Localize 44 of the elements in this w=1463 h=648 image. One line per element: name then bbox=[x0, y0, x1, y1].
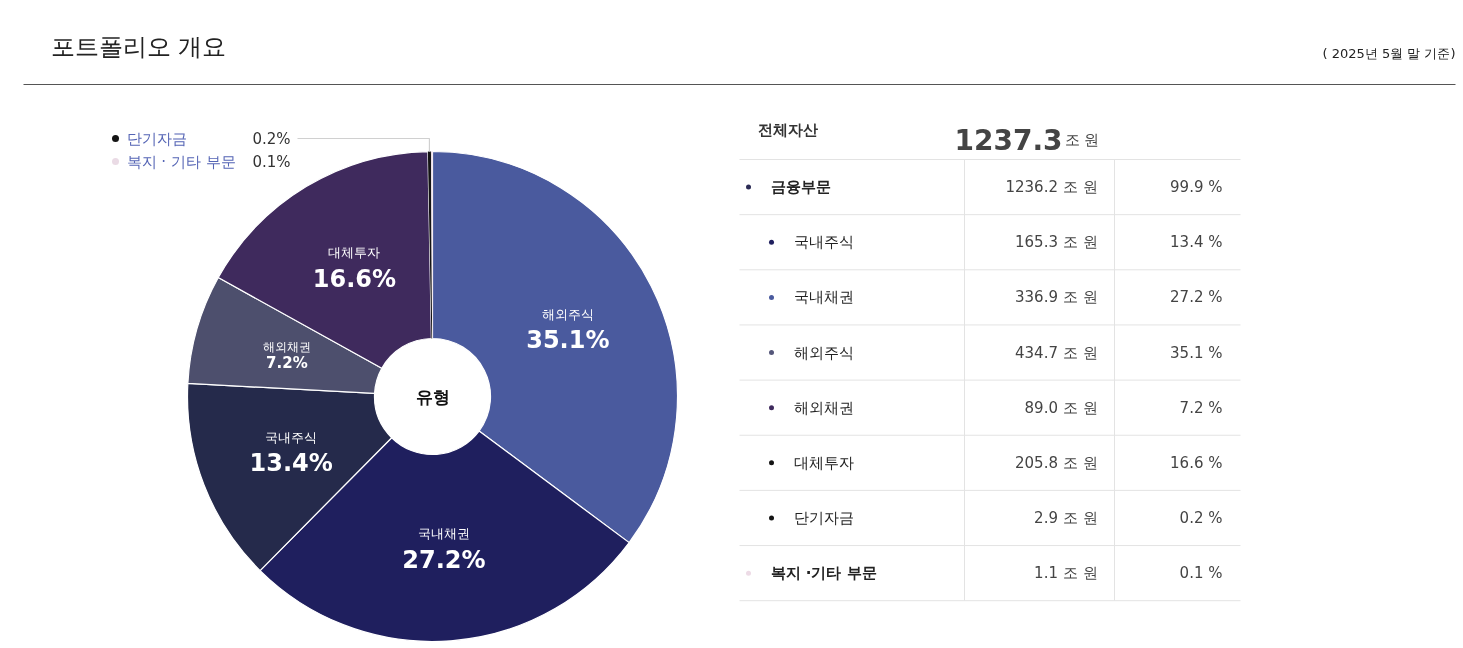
text: 0.2 % bbox=[1179, 508, 1223, 527]
text: 단기자금 bbox=[793, 508, 854, 527]
text: 1236.2 조 원 bbox=[1005, 178, 1098, 197]
data-label: 13.4% bbox=[249, 449, 333, 478]
text: 27.2 % bbox=[1170, 288, 1223, 307]
text: 1237.3 bbox=[954, 124, 1063, 157]
slice-label: 해외채권 bbox=[262, 339, 311, 354]
text: 165.3 조 원 bbox=[1015, 233, 1098, 252]
text: 유형 bbox=[415, 386, 450, 407]
text: ( 2025년 5월 말 기준) bbox=[1322, 46, 1456, 61]
legend-label: 복지 · 기타 부문 bbox=[126, 152, 236, 171]
text: 국내주식 bbox=[793, 233, 854, 252]
text: 금융부문 bbox=[770, 178, 831, 197]
data-label: 16.6% bbox=[312, 264, 397, 293]
text: 16.6 % bbox=[1170, 453, 1223, 472]
chart-title: 포트폴리오 개요 bbox=[50, 32, 227, 61]
data-label: 35.1% bbox=[526, 326, 610, 355]
text: 7.2 % bbox=[1179, 398, 1223, 417]
text: 336.9 조 원 bbox=[1015, 288, 1098, 307]
slice-label: 국내채권 bbox=[417, 526, 470, 542]
text: 2.9 조 원 bbox=[1034, 508, 1098, 527]
text: 국내채권 bbox=[793, 288, 854, 307]
text: 13.4 % bbox=[1170, 233, 1223, 252]
slice-label: 국내주식 bbox=[265, 429, 318, 445]
text: 대체투자 bbox=[793, 453, 854, 472]
text: 89.0 조 원 bbox=[1024, 398, 1098, 417]
data-label: 0.2% bbox=[252, 129, 291, 148]
text: 99.9 % bbox=[1170, 178, 1223, 197]
slice-label: 해외주식 bbox=[541, 306, 594, 322]
legend-label: 단기자금 bbox=[126, 129, 187, 148]
data-label: 7.2% bbox=[266, 353, 308, 372]
slice-label: 대체투자 bbox=[328, 245, 381, 261]
text: 해외주식 bbox=[793, 343, 854, 362]
text: 조 원 bbox=[1064, 130, 1100, 149]
data-label: 27.2% bbox=[402, 545, 486, 574]
text: 복지 ·기타 부문 bbox=[770, 564, 877, 583]
text: 전체자산 bbox=[757, 120, 818, 139]
text: 35.1 % bbox=[1170, 343, 1223, 362]
text: 205.8 조 원 bbox=[1015, 453, 1098, 472]
text: 1.1 조 원 bbox=[1034, 564, 1098, 583]
text: 해외채권 bbox=[793, 398, 854, 417]
text: 434.7 조 원 bbox=[1015, 343, 1098, 362]
text: 0.1 % bbox=[1179, 564, 1223, 583]
data-label: 0.1% bbox=[252, 152, 291, 171]
